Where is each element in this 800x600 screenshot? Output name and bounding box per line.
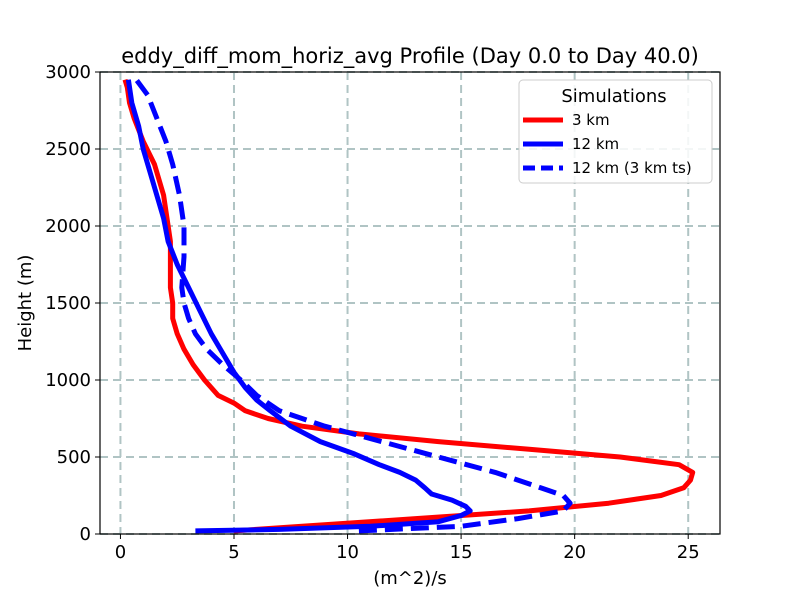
axis-ticks: 0 5 10 15 20 25 0 500 1000 1500 2000 2500 3000 — [45, 62, 699, 563]
x-axis-label: (m^2)/s — [373, 568, 447, 589]
y-tick-label: 2500 — [45, 139, 91, 160]
y-axis-label: Height (m) — [15, 255, 36, 352]
y-tick-label: 500 — [57, 447, 91, 468]
y-tick-label: 3000 — [45, 62, 91, 83]
x-tick-label: 5 — [228, 542, 239, 563]
series-line-12-km-3-km-ts — [134, 78, 573, 534]
series-line-12-km — [125, 79, 473, 534]
legend-title: Simulations — [561, 86, 666, 107]
y-tick-label: 2000 — [45, 216, 91, 237]
x-tick-label: 15 — [450, 542, 473, 563]
legend: Simulations 3 km 12 km 12 km (3 km ts) — [518, 79, 713, 184]
series-line-3-km — [122, 78, 696, 534]
x-tick-label: 25 — [677, 542, 700, 563]
series-group — [122, 78, 696, 534]
legend-label: 3 km — [572, 111, 610, 129]
x-tick-label: 0 — [115, 542, 126, 563]
legend-label: 12 km — [572, 135, 619, 153]
y-tick-label: 1500 — [45, 293, 91, 314]
x-tick-label: 10 — [336, 542, 359, 563]
x-tick-label: 20 — [563, 542, 586, 563]
y-tick-label: 0 — [80, 524, 91, 545]
legend-items: 3 km 12 km 12 km (3 km ts) — [523, 111, 692, 177]
legend-box — [518, 79, 713, 184]
y-tick-label: 1000 — [45, 370, 91, 391]
chart-title: eddy_diff_mom_horiz_avg Profile (Day 0.0… — [121, 44, 699, 69]
grid — [100, 71, 720, 535]
legend-label: 12 km (3 km ts) — [572, 159, 692, 177]
